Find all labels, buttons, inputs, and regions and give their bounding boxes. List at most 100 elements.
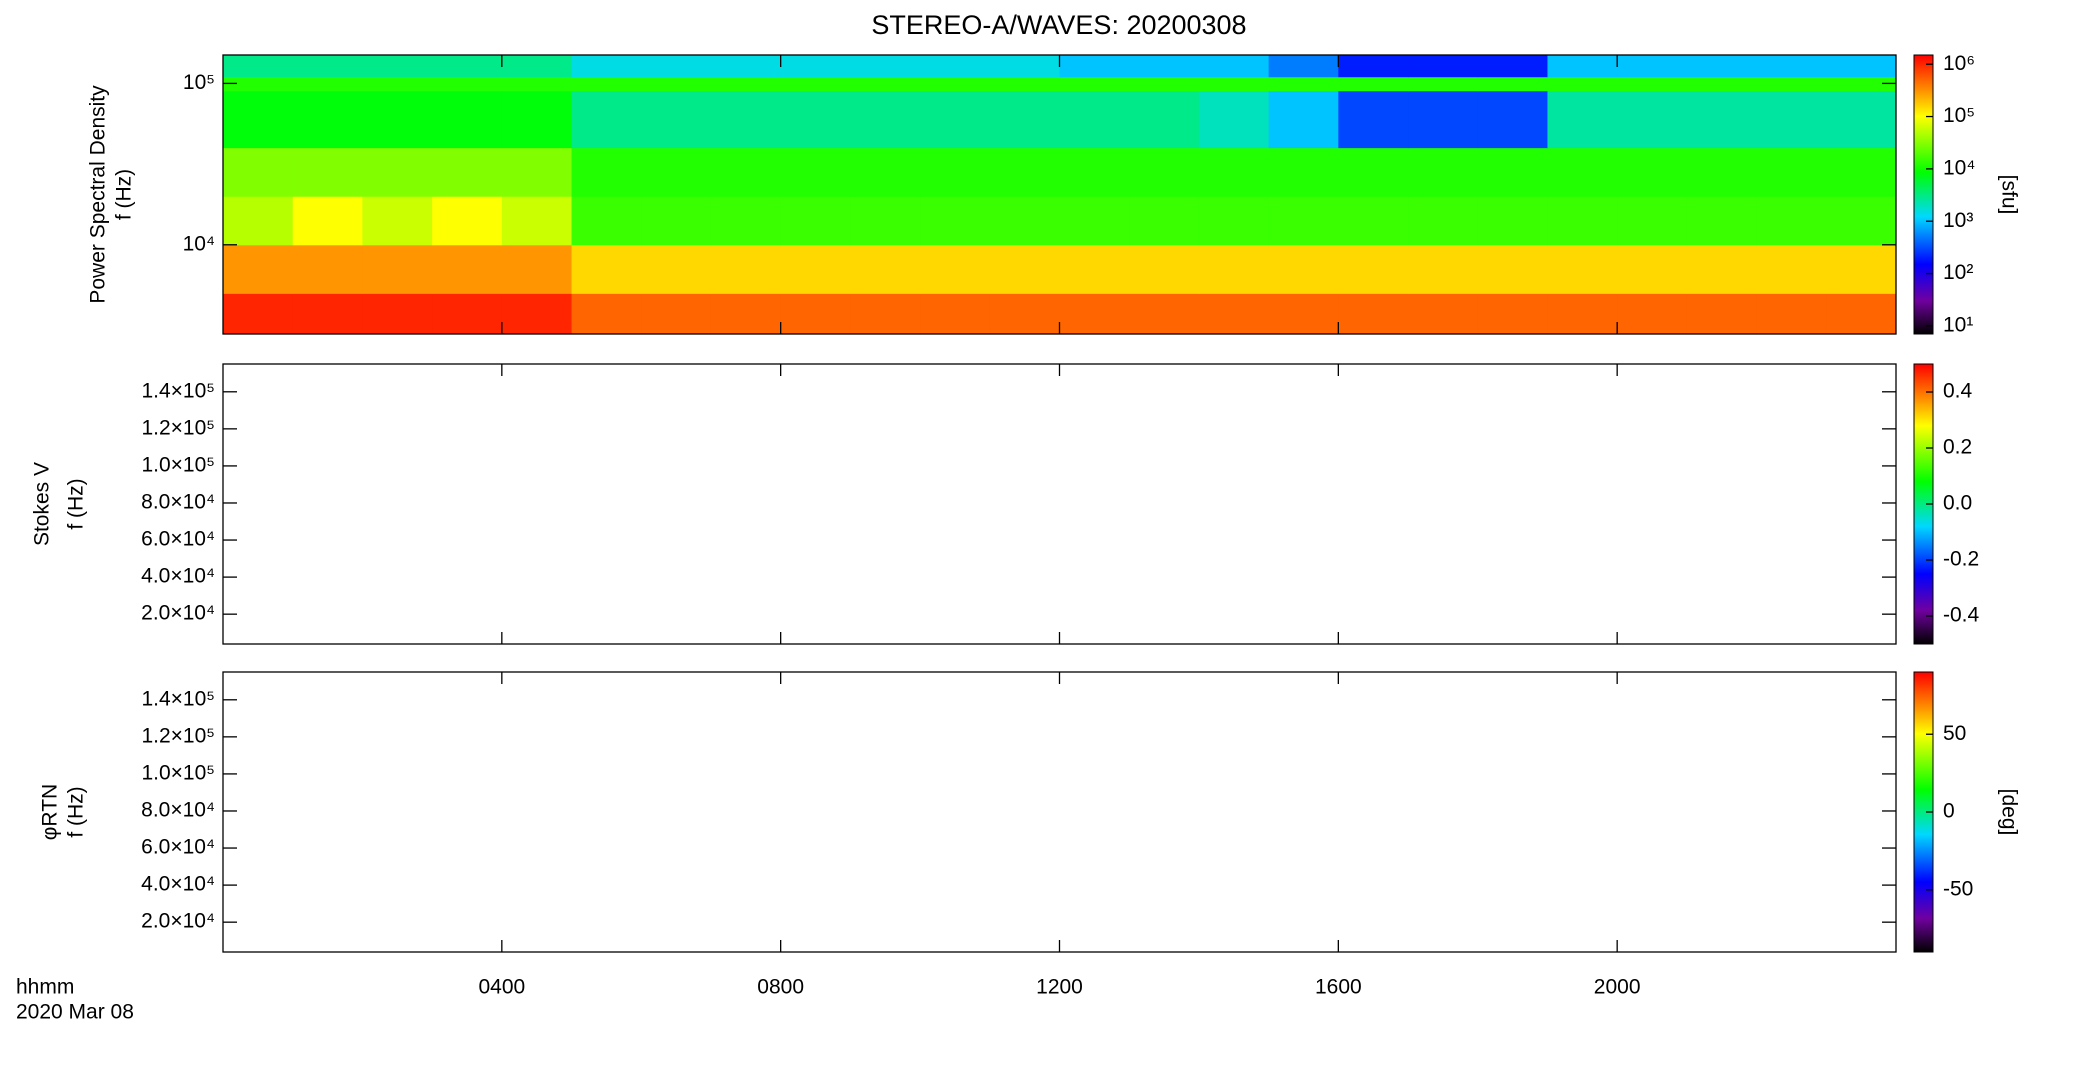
- heatmap-cell: [292, 90, 363, 149]
- heatmap-cell: [1617, 90, 1688, 149]
- heatmap-cell: [780, 196, 851, 246]
- heatmap-cell: [780, 147, 851, 197]
- heatmap-cell: [780, 244, 851, 294]
- heatmap-cell: [920, 147, 991, 197]
- heatmap-cell: [1617, 147, 1688, 197]
- heatmap-cell: [1686, 76, 1758, 92]
- x-tick-label: 0800: [757, 976, 804, 999]
- heatmap-cell: [641, 244, 712, 294]
- heatmap-cell: [1617, 244, 1688, 294]
- heatmap-cell: [1617, 293, 1688, 335]
- heatmap-cell: [641, 293, 712, 335]
- colorbar-tick-label: 50: [1943, 722, 1966, 745]
- heatmap-cell: [1686, 90, 1758, 149]
- heatmap-cell: [292, 244, 363, 294]
- heatmap-cell: [432, 196, 503, 246]
- y-axis-label: f (Hz): [65, 786, 88, 837]
- heatmap-cell: [920, 293, 991, 335]
- heatmap-cell: [1477, 76, 1548, 92]
- heatmap-cell: [920, 76, 991, 92]
- date-label: 2020 Mar 08: [16, 1001, 134, 1024]
- heatmap-cell: [432, 90, 503, 149]
- x-tick-label: 0400: [478, 976, 525, 999]
- heatmap-cell: [1059, 55, 1130, 78]
- heatmap-cell: [1338, 196, 1409, 246]
- heatmap-cell: [1617, 196, 1688, 246]
- heatmap-cell: [1547, 90, 1618, 149]
- heatmap-cell: [1756, 90, 1827, 149]
- heatmap-cell: [641, 55, 712, 78]
- heatmap-cell: [989, 196, 1060, 246]
- heatmap-cell: [641, 196, 712, 246]
- heatmap-cell: [1477, 196, 1548, 246]
- heatmap-cell: [223, 196, 294, 246]
- heatmap-cell: [1756, 293, 1827, 335]
- heatmap-cell: [501, 90, 573, 149]
- y-tick-label: 2.0×10⁴: [141, 910, 215, 933]
- heatmap-cell: [223, 55, 294, 78]
- heatmap-cell: [920, 55, 991, 78]
- heatmap-cell: [989, 147, 1060, 197]
- colorbar-tick-label: -0.2: [1943, 548, 1979, 571]
- y-tick-label: 4.0×10⁴: [141, 873, 215, 896]
- y-tick-label: 6.0×10⁴: [141, 528, 215, 551]
- heatmap-cell: [1686, 196, 1758, 246]
- colorbar-tick-label: 10²: [1943, 261, 1973, 284]
- heatmap-cell: [1477, 147, 1548, 197]
- heatmap-cell: [1756, 244, 1827, 294]
- y-tick-label: 1.2×10⁵: [141, 416, 215, 439]
- colorbar-label: [sfu]: [1997, 175, 2020, 215]
- heatmap-cell: [1477, 293, 1548, 335]
- heatmap-cell: [292, 55, 363, 78]
- y-tick-label: 2.0×10⁴: [141, 602, 215, 625]
- heatmap-cell: [989, 55, 1060, 78]
- x-tick-label: 1200: [1036, 976, 1083, 999]
- heatmap-cell: [362, 196, 433, 246]
- heatmap-cell: [1477, 90, 1548, 149]
- heatmap-cell: [292, 147, 363, 197]
- heatmap-cell: [1338, 293, 1409, 335]
- heatmap-cell: [1268, 90, 1339, 149]
- colorbar-tick-label: -0.4: [1943, 604, 1980, 627]
- heatmap-cell: [710, 244, 782, 294]
- heatmap-cell: [1198, 293, 1270, 335]
- heatmap-cell: [501, 196, 573, 246]
- heatmap-cell: [1129, 90, 1200, 149]
- y-tick-label: 10⁴: [183, 232, 215, 255]
- heatmap-cell: [571, 76, 642, 92]
- heatmap-cell: [850, 196, 921, 246]
- x-tick-label: 1600: [1315, 976, 1362, 999]
- x-axis-label: hhmm: [16, 976, 74, 999]
- heatmap-cell: [1756, 76, 1827, 92]
- y-tick-label: 8.0×10⁴: [141, 799, 215, 822]
- heatmap-cell: [1268, 196, 1339, 246]
- heatmap-cell: [1826, 55, 1897, 78]
- heatmap-cell: [1268, 147, 1339, 197]
- heatmap-cell: [710, 147, 782, 197]
- heatmap-cell: [362, 76, 433, 92]
- heatmap-cell: [571, 293, 642, 335]
- heatmap-cell: [362, 147, 433, 197]
- colorbar-tick-label: 10³: [1943, 209, 1973, 232]
- heatmap-cell: [1826, 147, 1897, 197]
- heatmap-cell: [1129, 147, 1200, 197]
- heatmap-cell: [501, 244, 573, 294]
- heatmap-cell: [1617, 76, 1688, 92]
- heatmap-cell: [501, 147, 573, 197]
- heatmap-cell: [1756, 55, 1827, 78]
- heatmap-cell: [710, 55, 782, 78]
- colorbar-tick-label: 0: [1943, 800, 1955, 823]
- heatmap-cell: [571, 90, 642, 149]
- heatmap-cell: [1408, 196, 1479, 246]
- plot-frame: [222, 671, 1897, 953]
- heatmap-cell: [1059, 244, 1130, 294]
- heatmap-cell: [292, 76, 363, 92]
- heatmap-cell: [850, 55, 921, 78]
- heatmap-cell: [1268, 55, 1339, 78]
- heatmap-cell: [1198, 147, 1270, 197]
- colorbar-tick-label: 10⁴: [1943, 156, 1975, 179]
- y-axis-label: φRTN: [39, 784, 62, 840]
- heatmap-cell: [1408, 147, 1479, 197]
- heatmap-cell: [1826, 76, 1897, 92]
